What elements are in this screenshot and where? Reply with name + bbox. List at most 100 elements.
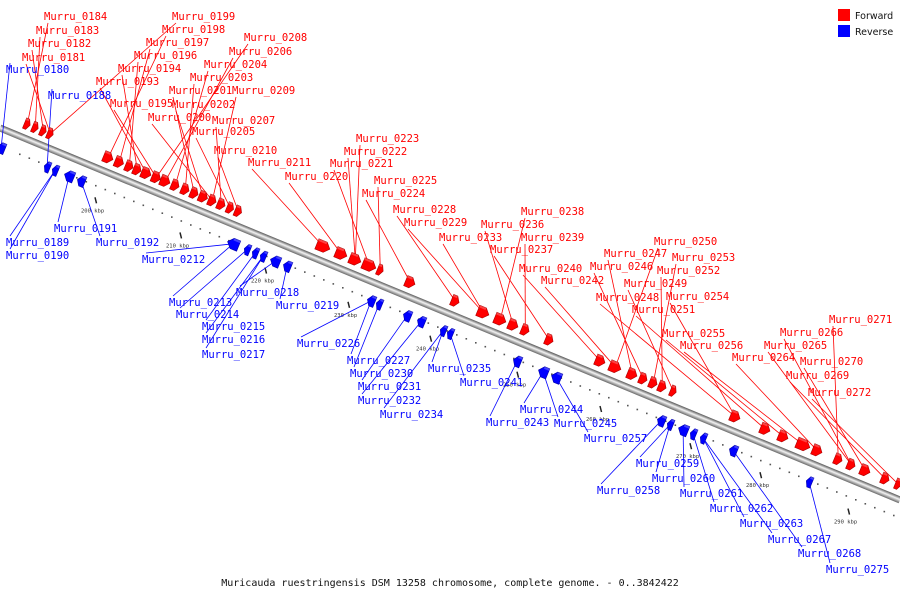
- scale-dot: [190, 224, 192, 226]
- forward-gene-label: Murru_0238: [521, 206, 584, 218]
- scale-dot: [86, 181, 88, 183]
- forward-gene-label: Murru_0181: [22, 52, 85, 64]
- scale-dot: [200, 228, 202, 230]
- scale-dot: [399, 311, 401, 313]
- reverse-gene-label: Murru_0192: [96, 237, 159, 249]
- scale-dot: [608, 397, 610, 399]
- forward-gene-label: Murru_0240: [519, 263, 582, 275]
- forward-gene-label: Murru_0225: [374, 175, 437, 187]
- forward-gene-label: Murru_0253: [672, 252, 735, 264]
- gene-labels: Murru_0184Murru_0183Murru_0182Murru_0181…: [6, 11, 892, 576]
- major-tick: [690, 443, 692, 449]
- reverse-gene-label: Murru_0243: [486, 417, 549, 429]
- scale-dot: [352, 291, 354, 293]
- reverse-gene-label: Murru_0267: [768, 534, 831, 546]
- forward-gene-label: Murru_0239: [521, 232, 584, 244]
- scale-dot: [209, 232, 211, 234]
- scale-dot: [437, 326, 439, 328]
- scale-dot: [779, 468, 781, 470]
- scale-dot: [114, 193, 116, 195]
- forward-gene-label: Murru_0208: [244, 32, 307, 44]
- reverse-gene-label: Murru_0241: [460, 377, 523, 389]
- scale-dot: [599, 393, 601, 395]
- forward-gene-label: Murru_0254: [666, 291, 729, 303]
- forward-gene-label: Murru_0236: [481, 219, 544, 231]
- scale-dot: [637, 409, 639, 411]
- forward-gene-label: Murru_0206: [229, 46, 292, 58]
- reverse-gene-label: Murru_0230: [350, 368, 413, 380]
- scale-dot: [589, 389, 591, 391]
- forward-gene-label: Murru_0228: [393, 204, 456, 216]
- leader-line: [670, 303, 735, 417]
- forward-gene-label: Murru_0265: [764, 340, 827, 352]
- reverse-gene-label: Murru_0244: [520, 404, 583, 416]
- forward-gene-label: Murru_0203: [190, 72, 253, 84]
- reverse-gene-label: Murru_0227: [347, 355, 410, 367]
- scale-dot: [162, 212, 164, 214]
- scale-dot: [29, 157, 31, 159]
- scale-dot: [646, 413, 648, 415]
- scale-dot: [485, 346, 487, 348]
- scale-dot: [741, 452, 743, 454]
- forward-gene-label: Murru_0184: [44, 11, 107, 23]
- reverse-gene-label: Murru_0260: [652, 473, 715, 485]
- forward-gene-label: Murru_0255: [662, 328, 725, 340]
- reverse-gene-label: Murru_0217: [202, 349, 265, 361]
- forward-gene-label: Murru_0195: [110, 98, 173, 110]
- major-tick: [848, 509, 850, 515]
- forward-gene-label: Murru_0248: [596, 292, 659, 304]
- scale-dot: [342, 287, 344, 289]
- scale-dot: [171, 216, 173, 218]
- scale-dot: [105, 189, 107, 191]
- leader-line: [58, 176, 69, 222]
- reverse-gene-label: Murru_0231: [358, 381, 421, 393]
- scale-dot: [580, 385, 582, 387]
- forward-gene-label: Murru_0182: [28, 38, 91, 50]
- scale-dot: [760, 460, 762, 462]
- reverse-gene-label: Murru_0268: [798, 548, 861, 560]
- forward-gene-label: Murru_0204: [204, 59, 267, 71]
- forward-gene-label: Murru_0209: [232, 85, 295, 97]
- forward-gene-label: Murru_0270: [800, 356, 863, 368]
- forward-gene-label: Murru_0233: [439, 232, 502, 244]
- forward-gene-label: Murru_0224: [362, 188, 425, 200]
- scale-dot: [874, 507, 876, 509]
- forward-gene-label: Murru_0199: [172, 11, 235, 23]
- scale-dot: [827, 487, 829, 489]
- scale-dot: [152, 209, 154, 211]
- scale-dot: [627, 405, 629, 407]
- major-tick: [760, 472, 762, 478]
- scale-dot: [133, 201, 135, 203]
- forward-gene-label: Murru_0196: [134, 50, 197, 62]
- scale-dot: [19, 154, 21, 156]
- scale-dot: [751, 456, 753, 458]
- forward-gene-label: Murru_0202: [172, 99, 235, 111]
- reverse-gene-label: Murru_0214: [176, 309, 239, 321]
- reverse-gene-label: Murru_0213: [169, 297, 232, 309]
- scale-dot: [618, 401, 620, 403]
- reverse-gene-label: Murru_0262: [710, 503, 773, 515]
- forward-gene-label: Murru_0264: [732, 352, 795, 364]
- major-tick: [95, 197, 97, 203]
- forward-gene-label: Murru_0229: [404, 217, 467, 229]
- reverse-gene-label: Murru_0226: [297, 338, 360, 350]
- scale-dot: [390, 307, 392, 309]
- forward-gene-label: Murru_0200: [148, 112, 211, 124]
- scale-tick-label: 290 kbp: [834, 520, 857, 526]
- reverse-gene-label: Murru_0234: [380, 409, 443, 421]
- scale-dot: [76, 177, 78, 179]
- scale-dot: [865, 503, 867, 505]
- reverse-gene-label: Murru_0258: [597, 485, 660, 497]
- reverse-gene-label: Murru_0191: [54, 223, 117, 235]
- forward-gene-label: Murru_0197: [146, 37, 209, 49]
- map-caption: Muricauda ruestringensis DSM 13258 chrom…: [0, 578, 900, 589]
- scale-dot: [570, 381, 572, 383]
- forward-gene-label: Murru_0256: [680, 340, 743, 352]
- scale-dot: [456, 334, 458, 336]
- forward-gene-label: Murru_0220: [285, 171, 348, 183]
- scale-tick-label: 220 kbp: [251, 279, 274, 285]
- legend: Forward Reverse: [838, 9, 893, 38]
- scale-dot: [836, 491, 838, 493]
